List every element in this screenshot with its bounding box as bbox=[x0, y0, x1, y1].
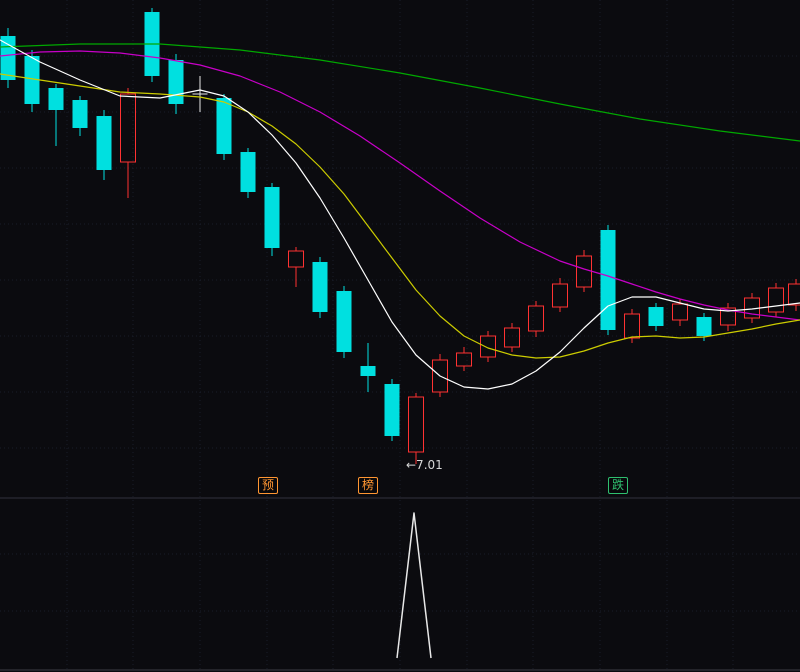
candle bbox=[456, 347, 472, 371]
candle bbox=[788, 279, 800, 311]
candle bbox=[624, 309, 640, 343]
candle bbox=[552, 278, 568, 312]
candle bbox=[24, 50, 40, 112]
low-price-label: ←7.01 bbox=[406, 458, 443, 472]
candle bbox=[144, 8, 160, 82]
candle bbox=[96, 110, 112, 180]
candle bbox=[264, 183, 280, 256]
candle bbox=[240, 148, 256, 198]
tag-bang-rank[interactable]: 榜 bbox=[358, 477, 378, 494]
candle bbox=[168, 54, 184, 114]
candle bbox=[336, 286, 352, 358]
candle bbox=[216, 94, 232, 160]
candle bbox=[528, 301, 544, 337]
candle bbox=[480, 331, 496, 362]
candle bbox=[648, 303, 664, 331]
candle bbox=[360, 343, 376, 392]
candle bbox=[408, 393, 424, 464]
candle bbox=[48, 84, 64, 146]
candle bbox=[312, 257, 328, 318]
candle bbox=[432, 354, 448, 397]
candle bbox=[504, 323, 520, 352]
ma-magenta-line bbox=[0, 50, 800, 321]
candle bbox=[288, 247, 304, 287]
ma-yellow-line bbox=[0, 73, 800, 359]
signal-spike bbox=[396, 512, 432, 659]
candle bbox=[384, 379, 400, 441]
ma-white-line bbox=[0, 39, 800, 390]
candle bbox=[192, 76, 208, 112]
candle bbox=[600, 225, 616, 335]
candle bbox=[696, 313, 712, 341]
candle bbox=[720, 303, 736, 331]
candle bbox=[72, 96, 88, 136]
ma-green-line bbox=[0, 43, 800, 142]
candle bbox=[768, 283, 784, 317]
candle bbox=[0, 28, 16, 88]
tag-die-fall[interactable]: 跌 bbox=[608, 477, 628, 494]
tag-yu-alert[interactable]: 预 bbox=[258, 477, 278, 494]
